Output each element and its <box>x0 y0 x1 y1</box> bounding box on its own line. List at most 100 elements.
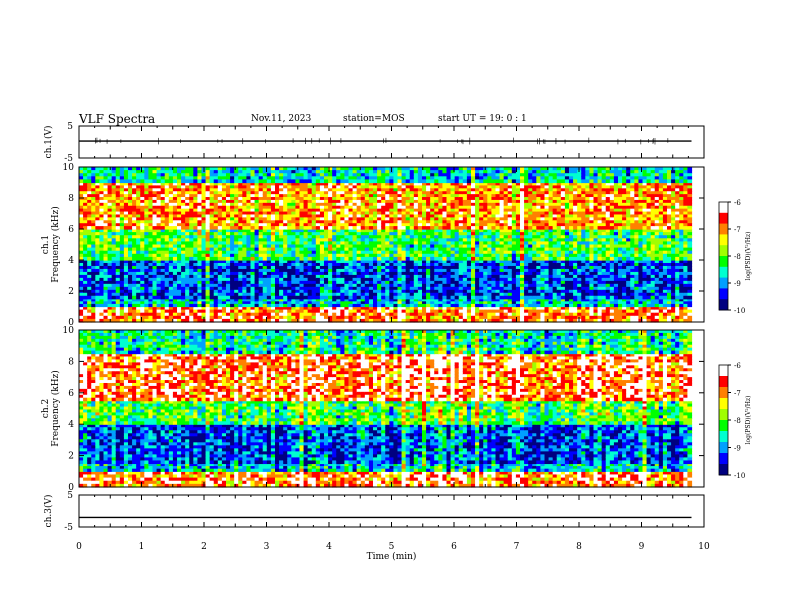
spectrogram-cell <box>140 197 145 201</box>
spectrogram-cell <box>679 268 684 273</box>
spectrogram-cell <box>450 306 456 311</box>
spectrogram-cell <box>409 260 415 264</box>
spectrogram-cell <box>450 238 456 242</box>
spectrogram-cell <box>328 260 333 264</box>
spectrogram-cell <box>577 277 582 282</box>
spectrogram-cell <box>95 238 101 242</box>
spectrogram-cell <box>536 292 542 297</box>
spectrogram-cell <box>303 274 309 279</box>
spectrogram-cell <box>475 286 480 291</box>
spectrogram-cell <box>540 262 546 267</box>
spectrogram-cell <box>650 250 656 255</box>
spectrogram-cell <box>156 256 162 261</box>
spectrogram-cell <box>295 260 301 264</box>
spectrogram-cell <box>111 289 117 294</box>
spectrogram-cell <box>328 244 333 249</box>
spectrogram-cell <box>352 241 358 246</box>
spectrogram-cell <box>193 260 199 264</box>
spectrogram-cell <box>679 295 684 300</box>
spectrogram-cell <box>91 211 96 216</box>
spectrogram-cell <box>152 226 158 230</box>
spectrogram-cell <box>242 265 248 270</box>
spectrogram-cell <box>189 280 194 285</box>
spectrogram-cell <box>462 271 468 276</box>
spectrogram-cell <box>544 244 550 249</box>
spectrogram-cell <box>618 283 623 288</box>
spectrogram-cell <box>111 274 117 279</box>
spectrogram-cell <box>275 315 280 320</box>
spectrogram-cell <box>205 262 211 267</box>
spectrogram-cell <box>324 256 329 261</box>
spectrogram-cell <box>160 306 166 311</box>
spectrogram-cell <box>381 283 386 288</box>
spectrogram-cell <box>270 283 276 288</box>
spectrogram-cell <box>507 283 513 288</box>
spectrogram-cell <box>83 289 88 294</box>
spectrogram-cell <box>348 315 354 320</box>
spectrogram-cell <box>658 312 664 317</box>
spectrogram-cell <box>679 283 684 288</box>
spectrogram-cell <box>185 301 190 305</box>
spectrogram-cell <box>540 292 546 297</box>
spectrogram-cell <box>87 244 92 249</box>
spectrogram-cell <box>266 315 272 320</box>
spectrogram-cell <box>360 280 366 285</box>
spectrogram-cell <box>458 268 464 273</box>
spectrogram-cell <box>360 286 366 291</box>
spectrogram-cell <box>107 244 113 249</box>
spectrogram-cell <box>679 262 684 267</box>
spectrogram-cell <box>687 235 693 239</box>
spectrogram-cell <box>462 277 468 282</box>
spectrogram-cell <box>401 235 407 239</box>
spectrogram-cell <box>87 303 92 308</box>
spectrogram-cell <box>544 241 550 246</box>
spectrogram-cell <box>148 208 154 213</box>
spectrogram-cell <box>177 274 182 279</box>
spectrogram-cell <box>630 262 635 267</box>
spectrogram-cell <box>434 283 439 288</box>
spectrogram-cell <box>597 277 603 282</box>
spectrogram-cell <box>148 182 154 187</box>
spectrogram-cell <box>462 274 468 279</box>
spectrogram-cell <box>140 262 145 267</box>
spectrogram-cell <box>352 268 358 273</box>
spectrogram-cell <box>634 292 640 297</box>
spectrogram-cell <box>254 283 260 288</box>
spectrogram-cell <box>589 295 595 300</box>
spectrogram-cell <box>262 244 268 249</box>
spectrogram-cell <box>426 315 431 320</box>
spectrogram-cell <box>422 250 427 255</box>
spectrogram-cell <box>270 303 276 308</box>
spectrogram-cell <box>303 286 309 291</box>
spectrogram-cell <box>315 268 321 273</box>
spectrogram-cell <box>132 280 137 285</box>
spectrogram-cell <box>597 241 603 246</box>
spectrogram-cell <box>520 286 525 291</box>
spectrogram-cell <box>258 283 264 288</box>
spectrogram-cell <box>226 298 231 302</box>
spectrogram-cell <box>479 309 484 314</box>
spectrogram-cell <box>344 274 350 279</box>
spectrogram-cell <box>115 253 121 258</box>
spectrogram-cell <box>328 238 333 242</box>
spectrogram-cell <box>270 247 276 252</box>
spectrogram-cell <box>234 268 239 273</box>
spectrogram-cell <box>434 274 439 279</box>
spectrogram-cell <box>687 298 693 302</box>
spectrogram-cell <box>205 298 211 302</box>
spectrogram-cell <box>352 298 358 302</box>
spectrogram-cell <box>307 265 313 270</box>
spectrogram-cell <box>123 238 129 242</box>
spectrogram-cell <box>409 289 415 294</box>
spectrogram-cell <box>132 211 137 216</box>
spectrogram-cell <box>503 260 509 264</box>
spectrogram-cell <box>107 312 113 317</box>
spectrogram-cell <box>303 260 309 264</box>
spectrogram-cell <box>413 274 419 279</box>
spectrogram-cell <box>626 271 631 276</box>
spectrogram-cell <box>430 315 435 320</box>
spectrogram-cell <box>246 260 252 264</box>
spectrogram-cell <box>111 262 117 267</box>
spectrogram-cell <box>405 286 411 291</box>
spectrogram-cell <box>111 238 117 242</box>
